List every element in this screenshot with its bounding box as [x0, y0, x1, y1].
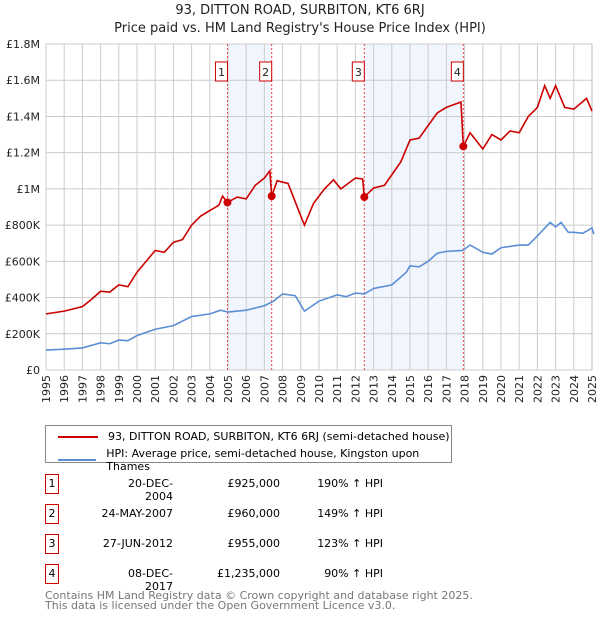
x-tick-label: 2013 — [368, 375, 381, 403]
x-tick-label: 1995 — [40, 375, 53, 403]
y-tick-label: £800K — [5, 219, 41, 232]
legend: 93, DITTON ROAD, SURBITON, KT6 6RJ (semi… — [45, 425, 452, 473]
sale-number: 1 — [45, 474, 59, 494]
sale-date: 24-MAY-2007 — [101, 507, 173, 520]
x-tick-label: 2025 — [586, 375, 599, 403]
x-tick-label: 2017 — [440, 375, 453, 403]
x-tick-label: 2007 — [258, 375, 271, 403]
x-tick-label: 2019 — [477, 375, 490, 403]
x-tick-label: 2020 — [495, 375, 508, 403]
property-price-line — [45, 83, 593, 315]
sale-date: 08-DEC-2017 — [127, 567, 173, 593]
sale-marker-label: 2 — [262, 66, 269, 79]
x-tick-label: 2003 — [186, 375, 199, 403]
x-tick-label: 2022 — [531, 375, 544, 403]
x-tick-label: 1996 — [58, 375, 71, 403]
sale-number: 2 — [45, 504, 59, 524]
hpi-line — [45, 221, 595, 351]
sale-row: 1 20-DEC-2004 £925,000 190% ↑ HPI — [45, 474, 445, 503]
footer-licence: This data is licensed under the Open Gov… — [45, 599, 396, 612]
sale-price: £960,000 — [227, 507, 281, 520]
y-tick-label: £1M — [17, 183, 41, 196]
sale-marker-box — [450, 61, 464, 82]
sale-hpi-change: 90% ↑ HPI — [324, 567, 383, 580]
y-tick-label: £1.4M — [6, 110, 40, 123]
sale-marker-label: 3 — [355, 66, 362, 79]
price-chart: 1995 1996 1997 1998 1999 2000 2001 2002 2003 2004… — [5, 38, 599, 403]
x-tick-label: 2002 — [167, 375, 180, 403]
y-tick-label: £0 — [26, 364, 40, 377]
y-tick-label: £1.8M — [6, 38, 40, 51]
x-tick-label: 2009 — [295, 375, 308, 403]
sale-price: £955,000 — [227, 537, 281, 550]
x-tick-label: 2000 — [131, 375, 144, 403]
sale-hpi-change: 149% ↑ HPI — [317, 507, 383, 520]
sale-point — [267, 192, 276, 201]
sale-row: 4 08-DEC-2017 £1,235,000 90% ↑ HPI — [45, 564, 445, 593]
x-tick-label: 2001 — [149, 375, 162, 403]
sale-number: 3 — [45, 534, 59, 554]
sale-row: 3 27-JUN-2012 £955,000 123% ↑ HPI — [45, 534, 445, 554]
sale-marker-box — [214, 61, 228, 82]
footer-copyright: Contains HM Land Registry data © Crown c… — [45, 589, 473, 602]
sale-date: 20-DEC-2004 — [127, 477, 173, 503]
x-tick-label: 2015 — [404, 375, 417, 403]
sale-price: £925,000 — [227, 477, 281, 490]
sale-marker-label: 4 — [454, 66, 461, 79]
sale-marker-box — [351, 61, 365, 82]
legend-item-hpi: HPI: Average price, semi-detached house,… — [58, 447, 451, 473]
shaded-period — [364, 44, 464, 370]
y-tick-label: £400K — [5, 292, 41, 305]
x-tick-label: 1998 — [95, 375, 108, 403]
sale-point — [360, 193, 369, 202]
x-tick-label: 2023 — [550, 375, 563, 403]
sale-date: 27-JUN-2012 — [102, 537, 173, 550]
x-tick-label: 2004 — [204, 375, 217, 403]
legend-swatch — [58, 435, 98, 438]
sale-hpi-change: 123% ↑ HPI — [317, 537, 383, 550]
sale-point — [223, 198, 232, 207]
sale-number: 4 — [45, 564, 59, 584]
x-tick-label: 2016 — [422, 375, 435, 403]
x-tick-label: 1999 — [113, 375, 126, 403]
y-tick-label: £200K — [5, 328, 41, 341]
x-tick-label: 2024 — [568, 375, 581, 403]
legend-label: 93, DITTON ROAD, SURBITON, KT6 6RJ (semi… — [108, 430, 450, 443]
legend-item-property: 93, DITTON ROAD, SURBITON, KT6 6RJ (semi… — [58, 430, 450, 443]
x-tick-label: 2008 — [277, 375, 290, 403]
y-tick-label: £1.2M — [6, 147, 40, 160]
sale-hpi-change: 190% ↑ HPI — [317, 477, 383, 490]
sale-point — [459, 142, 468, 151]
legend-label: HPI: Average price, semi-detached house,… — [106, 447, 420, 473]
x-tick-label: 2005 — [222, 375, 235, 403]
y-tick-label: £600K — [5, 255, 41, 268]
x-tick-label: 1997 — [76, 375, 89, 403]
x-tick-label: 2006 — [240, 375, 253, 403]
sale-price: £1,235,000 — [217, 567, 280, 580]
y-tick-label: £1.6M — [6, 74, 40, 87]
sale-marker-box — [259, 61, 273, 82]
shaded-period — [227, 44, 272, 370]
x-tick-label: 2018 — [459, 375, 472, 403]
x-tick-label: 2021 — [513, 375, 526, 403]
legend-swatch — [58, 459, 97, 461]
chart-title: 93, DITTON ROAD, SURBITON, KT6 6RJ — [175, 3, 425, 18]
chart-subtitle: Price paid vs. HM Land Registry's House … — [114, 21, 486, 36]
sale-marker-label: 1 — [218, 66, 225, 79]
sale-row: 2 24-MAY-2007 £960,000 149% ↑ HPI — [45, 504, 445, 524]
x-tick-label: 2011 — [331, 375, 344, 403]
x-tick-label: 2012 — [349, 375, 362, 403]
x-tick-label: 2014 — [386, 375, 399, 403]
x-tick-label: 2010 — [313, 375, 326, 403]
